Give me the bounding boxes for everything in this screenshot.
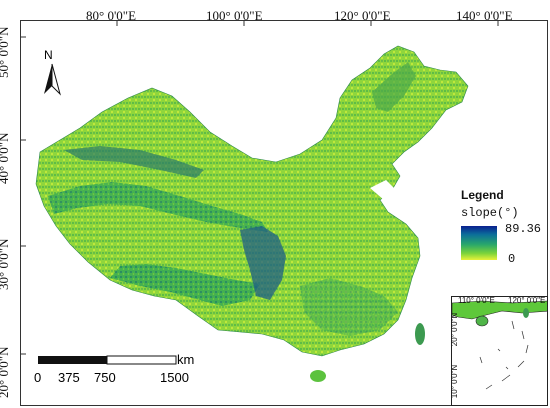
lat-label-20: 20° 0'0"N <box>0 346 11 399</box>
lat-label-30: 30° 0'0"N <box>0 238 11 291</box>
north-arrow-icon <box>44 63 61 96</box>
scale-tick-750: 750 <box>94 370 116 385</box>
south-china-sea-inset: 110° 0'0"E 120° 0'0"E 20° 0'0"N 10° 0'0"… <box>451 296 548 406</box>
north-arrow-label: N <box>44 48 53 62</box>
scale-bar <box>38 355 177 365</box>
scale-tick-1500: 1500 <box>160 370 189 385</box>
legend-max-value: 89.36 <box>505 222 542 236</box>
inset-map <box>452 300 547 390</box>
legend-color-ramp <box>461 226 497 260</box>
lat-label-40: 40° 0'0"N <box>0 132 11 185</box>
hainan-island <box>310 370 326 382</box>
bohai-gulf <box>370 180 396 200</box>
legend-min-value: 0 <box>508 252 516 266</box>
legend-title: Legend <box>461 188 504 202</box>
lon-label-100: 100° 0'0"E <box>206 8 263 23</box>
taiwan-island <box>415 323 425 345</box>
graticule-ticks <box>20 20 499 355</box>
lon-label-140: 140° 0'0"E <box>456 8 513 23</box>
inset-lon-label-120: 120° 0'0"E <box>508 296 546 305</box>
scale-tick-375: 375 <box>58 370 80 385</box>
scale-unit: km <box>177 352 195 367</box>
inset-lat-label-10: 10° 0'0"N <box>451 364 460 399</box>
himalaya-ridge <box>110 264 260 306</box>
hengduan-ridge <box>240 226 286 300</box>
inset-lon-label-110: 110° 0'0"E <box>458 296 495 305</box>
kunlun-ridge <box>48 182 268 232</box>
legend-subtitle: slope(°) <box>461 206 519 220</box>
tianshan-ridge <box>64 146 204 178</box>
scale-tick-0: 0 <box>34 370 42 385</box>
inset-lat-label-20: 20° 0'0"N <box>451 312 460 347</box>
lat-label-50: 50° 0'0"N <box>0 26 11 79</box>
lon-label-80: 80° 0'0"E <box>86 8 137 23</box>
southeast-hills <box>300 278 398 336</box>
northeast-ridge <box>372 62 416 112</box>
lon-label-120: 120° 0'0"E <box>334 8 391 23</box>
